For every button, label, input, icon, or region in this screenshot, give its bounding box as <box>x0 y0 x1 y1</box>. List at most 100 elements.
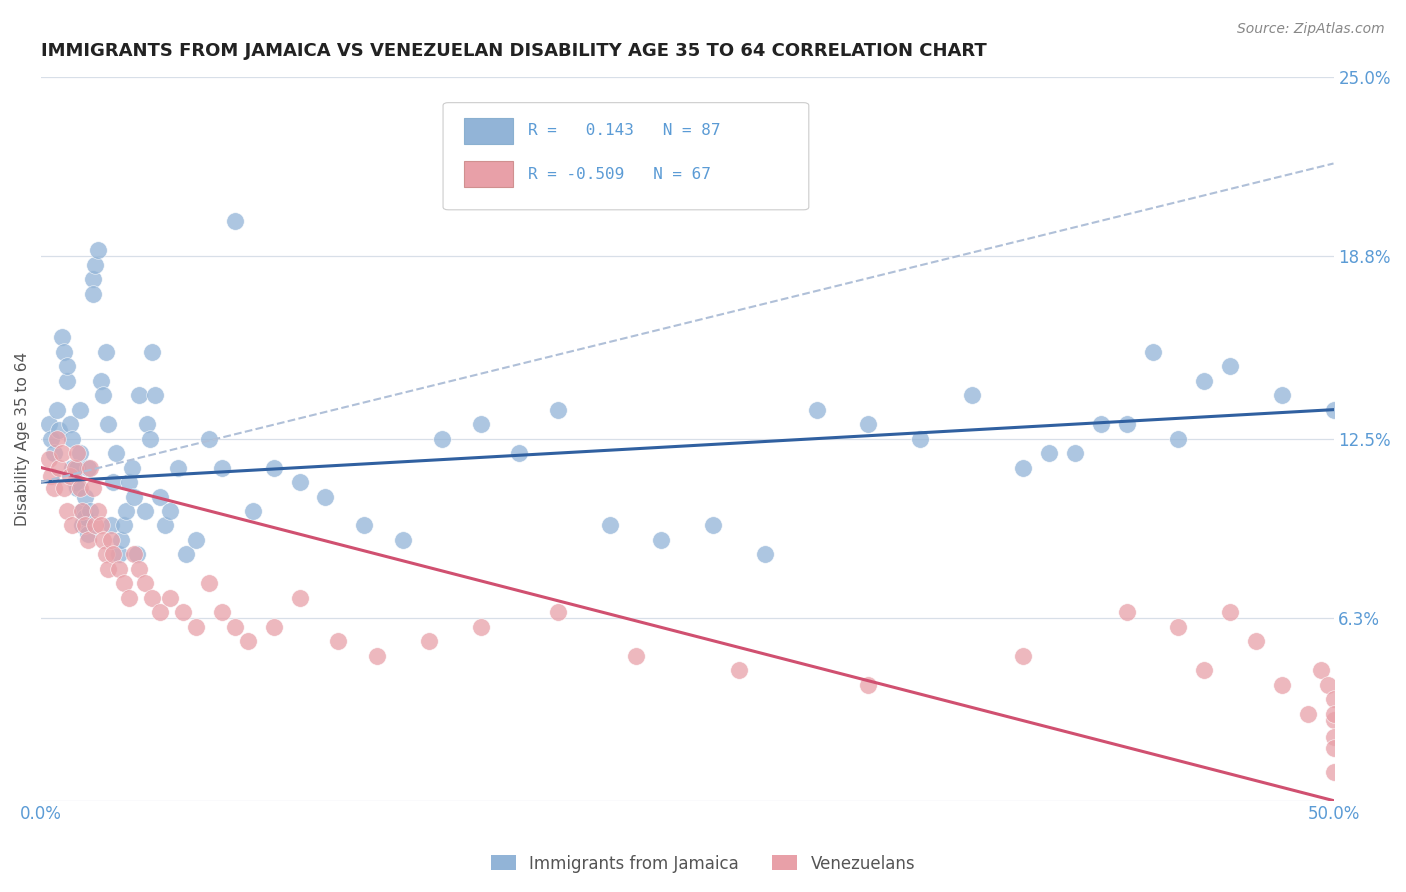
Point <box>1194 663 1216 677</box>
Point <box>115 504 138 518</box>
Point <box>1322 713 1344 727</box>
Point <box>76 533 98 547</box>
Point <box>141 344 163 359</box>
Point <box>1090 417 1112 431</box>
Point <box>51 330 73 344</box>
Point <box>149 490 172 504</box>
Point <box>118 591 141 605</box>
Text: R =   0.143   N = 87: R = 0.143 N = 87 <box>529 123 721 138</box>
Point <box>103 548 125 562</box>
Point <box>97 562 120 576</box>
Point <box>134 504 156 518</box>
Point <box>138 432 160 446</box>
Point <box>224 214 246 228</box>
Point <box>82 272 104 286</box>
Point <box>1064 446 1087 460</box>
Point <box>82 481 104 495</box>
Point <box>69 481 91 495</box>
Point <box>314 490 336 504</box>
Point <box>45 402 67 417</box>
Point <box>72 518 94 533</box>
Point <box>84 518 107 533</box>
Point <box>76 527 98 541</box>
Point <box>392 533 415 547</box>
Point <box>599 518 621 533</box>
Point <box>754 548 776 562</box>
Point <box>82 286 104 301</box>
Point <box>198 576 221 591</box>
Point <box>60 432 83 446</box>
Point <box>38 417 60 431</box>
Point <box>94 548 117 562</box>
Point <box>79 460 101 475</box>
Point <box>58 469 80 483</box>
Point <box>470 417 492 431</box>
Point <box>69 446 91 460</box>
Point <box>159 591 181 605</box>
FancyBboxPatch shape <box>443 103 808 210</box>
Point <box>118 475 141 489</box>
Point <box>91 388 114 402</box>
Point <box>1309 663 1331 677</box>
Point <box>72 504 94 518</box>
Point <box>1322 730 1344 744</box>
Point <box>48 423 70 437</box>
Point <box>1317 678 1340 692</box>
Bar <box>464 161 513 187</box>
Point <box>105 446 128 460</box>
Text: Source: ZipAtlas.com: Source: ZipAtlas.com <box>1237 22 1385 37</box>
Point <box>1142 344 1164 359</box>
Point <box>702 518 724 533</box>
Point <box>87 504 110 518</box>
Point <box>1322 764 1344 779</box>
Point <box>41 432 63 446</box>
Point <box>48 460 70 475</box>
Point <box>112 518 135 533</box>
Point <box>1115 606 1137 620</box>
Point <box>1296 706 1319 721</box>
Point <box>128 388 150 402</box>
Point <box>97 417 120 431</box>
Point <box>470 620 492 634</box>
Point <box>418 634 440 648</box>
Point <box>141 591 163 605</box>
Point <box>73 490 96 504</box>
Point <box>1167 432 1189 446</box>
Point <box>153 518 176 533</box>
Point <box>1271 678 1294 692</box>
Legend: Immigrants from Jamaica, Venezuelans: Immigrants from Jamaica, Venezuelans <box>484 848 922 880</box>
Point <box>353 518 375 533</box>
Point <box>288 591 311 605</box>
Point <box>288 475 311 489</box>
Point <box>69 402 91 417</box>
Point <box>172 606 194 620</box>
Point <box>1167 620 1189 634</box>
Y-axis label: Disability Age 35 to 64: Disability Age 35 to 64 <box>15 351 30 525</box>
Text: IMMIGRANTS FROM JAMAICA VS VENEZUELAN DISABILITY AGE 35 TO 64 CORRELATION CHART: IMMIGRANTS FROM JAMAICA VS VENEZUELAN DI… <box>41 42 987 60</box>
Point <box>159 504 181 518</box>
Point <box>51 446 73 460</box>
Point <box>1194 374 1216 388</box>
Point <box>94 344 117 359</box>
Point <box>430 432 453 446</box>
Point <box>1038 446 1060 460</box>
Point <box>174 548 197 562</box>
Point <box>186 620 208 634</box>
Bar <box>464 118 513 144</box>
Point <box>103 475 125 489</box>
Point <box>806 402 828 417</box>
Point <box>76 460 98 475</box>
Point <box>547 606 569 620</box>
Point <box>58 417 80 431</box>
Point <box>84 258 107 272</box>
Point <box>41 469 63 483</box>
Point <box>87 244 110 258</box>
Point <box>366 648 388 663</box>
Point <box>72 504 94 518</box>
Point <box>53 344 76 359</box>
Point <box>125 548 148 562</box>
Point <box>66 460 89 475</box>
Point <box>56 359 79 374</box>
Point <box>42 446 65 460</box>
Point <box>134 576 156 591</box>
